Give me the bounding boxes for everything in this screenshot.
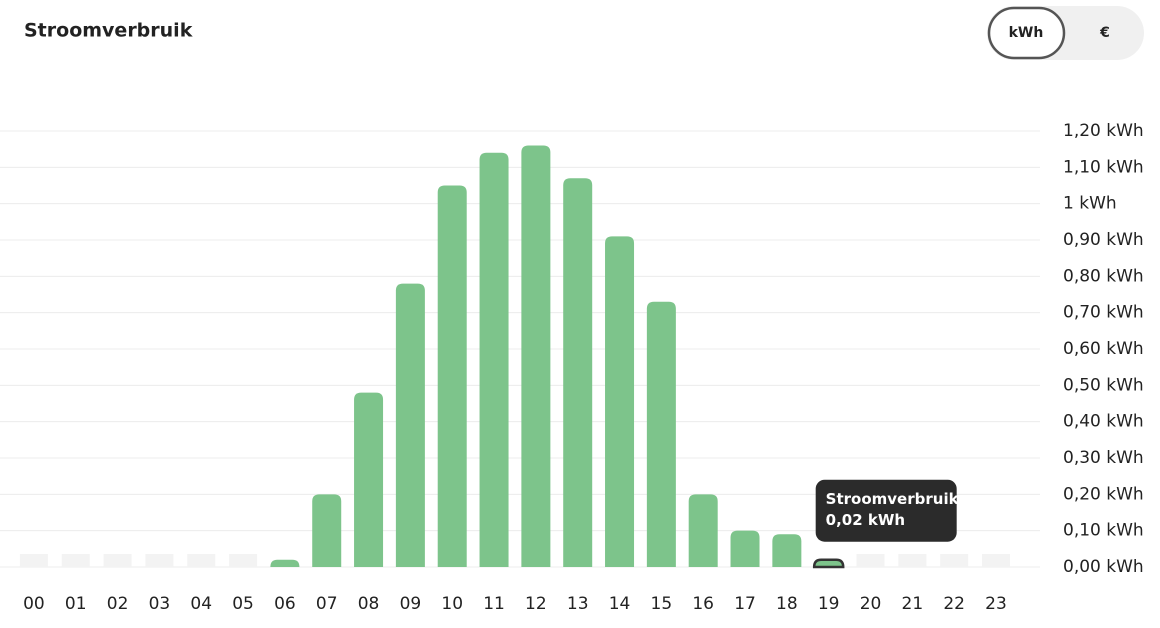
x-tick-label: 04	[190, 594, 212, 614]
tooltip: Stroomverbruik 0,02 kWh	[815, 479, 960, 542]
y-tick-label: 0,20 kWh	[1063, 484, 1144, 504]
bar	[312, 494, 342, 567]
empty-slot	[145, 554, 174, 567]
bar	[270, 559, 300, 567]
bar	[730, 530, 760, 567]
bar	[437, 185, 467, 567]
bar	[354, 392, 384, 567]
tooltip-box	[815, 479, 957, 542]
toggle-option-selected[interactable]	[987, 6, 1066, 60]
x-tick-label: 00	[23, 594, 45, 614]
x-tick-label: 12	[525, 594, 547, 614]
y-tick-label: 0,90 kWh	[1063, 230, 1144, 250]
x-tick-label: 18	[776, 594, 798, 614]
bar	[395, 283, 425, 567]
bar	[772, 534, 802, 567]
bar	[563, 178, 593, 567]
x-tick-label: 09	[400, 594, 422, 614]
unit-toggle: kWh €	[987, 6, 1144, 60]
empty-slot	[856, 554, 885, 567]
x-tick-label: 01	[65, 594, 87, 614]
y-tick-label: 0,50 kWh	[1063, 375, 1144, 395]
x-tick-label: 19	[818, 594, 840, 614]
tooltip-title: Stroomverbruik	[826, 490, 960, 508]
empty-slot	[61, 554, 90, 567]
x-tick-label: 20	[860, 594, 882, 614]
empty-slot	[898, 554, 927, 567]
x-tick-label: 22	[943, 594, 965, 614]
x-tick-label: 13	[567, 594, 589, 614]
x-tick-label: 05	[232, 594, 254, 614]
y-tick-label: 1 kWh	[1063, 194, 1117, 214]
x-tick-label: 03	[149, 594, 171, 614]
x-tick-label: 21	[902, 594, 924, 614]
empty-slot	[229, 554, 258, 567]
x-tick-label: 15	[651, 594, 673, 614]
bar	[605, 236, 635, 567]
x-tick-label: 06	[274, 594, 296, 614]
bar	[479, 152, 509, 568]
empty-slot	[187, 554, 216, 567]
tooltip-value: 0,02 kWh	[826, 511, 905, 529]
toggle-option[interactable]: €	[1099, 25, 1110, 41]
y-tick-label: 0,40 kWh	[1063, 412, 1144, 432]
empty-slot	[982, 554, 1011, 567]
y-tick-label: 0,00 kWh	[1063, 557, 1144, 577]
bar	[646, 301, 676, 567]
bar	[812, 558, 845, 569]
y-tick-label: 0,70 kWh	[1063, 303, 1144, 323]
x-tick-label: 07	[316, 594, 338, 614]
y-tick-label: 0,80 kWh	[1063, 266, 1144, 286]
y-tick-label: 0,10 kWh	[1063, 521, 1144, 541]
empty-slot	[940, 554, 969, 567]
y-tick-label: 1,20 kWh	[1063, 121, 1144, 141]
empty-slot	[19, 554, 48, 567]
x-tick-label: 11	[483, 594, 505, 614]
toggle-option[interactable]: kWh	[1009, 25, 1044, 41]
empty-slot	[103, 554, 132, 567]
y-tick-label: 0,30 kWh	[1063, 448, 1144, 468]
x-tick-label: 10	[441, 594, 463, 614]
chart-title: Stroomverbruik	[24, 20, 193, 42]
y-tick-label: 1,10 kWh	[1063, 157, 1144, 177]
bar	[688, 494, 718, 567]
x-tick-label: 16	[692, 594, 714, 614]
bar	[521, 145, 551, 568]
x-tick-label: 23	[985, 594, 1007, 614]
x-tick-label: 02	[107, 594, 129, 614]
x-tick-label: 08	[358, 594, 380, 614]
y-tick-label: 0,60 kWh	[1063, 339, 1144, 359]
x-tick-label: 14	[609, 594, 631, 614]
x-tick-label: 17	[734, 594, 756, 614]
